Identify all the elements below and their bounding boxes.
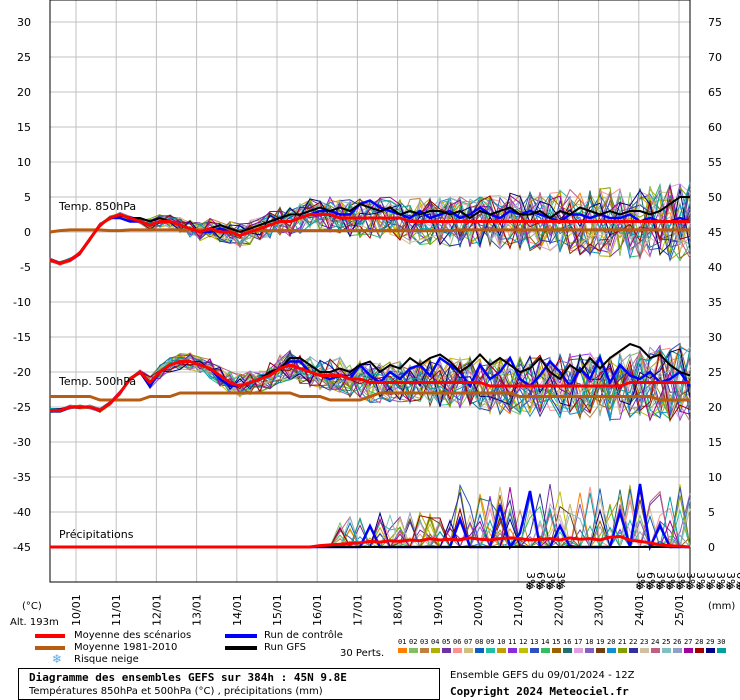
- snow-risk-label: 3%: [554, 572, 567, 589]
- snow-risk-label: 3%: [634, 572, 647, 589]
- date-tick-label: 24/01: [633, 594, 646, 626]
- snow-risk-icon: ❄: [705, 580, 714, 593]
- snow-risk-icon: ❄: [675, 580, 684, 593]
- right-tick-label: 50: [708, 191, 722, 204]
- panel-label: Temp. 850hPa: [58, 200, 136, 213]
- date-tick-label: 20/01: [472, 594, 485, 626]
- snow-risk-icon: ❄: [555, 580, 564, 593]
- snow-risk-label: 3%: [674, 572, 687, 589]
- snow-risk-icon: ❄: [635, 580, 644, 593]
- snow-risk-icon: ❄: [715, 580, 724, 593]
- date-tick-label: 11/01: [110, 594, 123, 626]
- right-tick-label: 0: [708, 541, 715, 554]
- right-tick-label: 30: [708, 331, 722, 344]
- perturbation-line: [49, 186, 691, 263]
- snow-risk-label: 3%: [544, 572, 557, 589]
- panel-label: Précipitations: [59, 528, 134, 541]
- date-tick-label: 14/01: [231, 594, 244, 626]
- right-tick-label: 5: [708, 506, 715, 519]
- snow-risk-label: 3%: [714, 572, 727, 589]
- left-tick-label: 30: [17, 16, 31, 29]
- snow-risk-label: 3%: [684, 572, 697, 589]
- snow-risk-icon: ❄: [725, 580, 734, 593]
- snow-risk-label: 3%: [664, 572, 677, 589]
- right-tick-label: 55: [708, 156, 722, 169]
- right-tick-label: 75: [708, 16, 722, 29]
- date-tick-label: 22/01: [552, 594, 565, 626]
- mean-line: [49, 212, 690, 266]
- right-tick-label: 45: [708, 226, 722, 239]
- snow-risk-icon: ❄: [645, 580, 654, 593]
- date-tick-label: 18/01: [392, 594, 405, 626]
- left-tick-label: 5: [24, 191, 31, 204]
- right-tick-label: 35: [708, 296, 722, 309]
- snow-risk-icon: ❄: [655, 580, 664, 593]
- left-tick-label: -45: [13, 541, 31, 554]
- left-tick-label: -25: [13, 401, 31, 414]
- date-tick-label: 12/01: [150, 594, 163, 626]
- right-tick-label: 70: [708, 51, 722, 64]
- left-tick-label: 0: [24, 226, 31, 239]
- date-tick-label: 17/01: [351, 594, 364, 626]
- snow-risk-icon: ❄: [685, 580, 694, 593]
- left-tick-label: -30: [13, 436, 31, 449]
- plot-frame: [49, 0, 691, 583]
- right-tick-label: 20: [708, 401, 722, 414]
- left-tick-label: -35: [13, 471, 31, 484]
- snow-risk-icon: ❄: [535, 580, 544, 593]
- date-tick-label: 19/01: [432, 594, 445, 626]
- chart-grid: [49, 0, 691, 583]
- normal-line: [50, 391, 690, 402]
- date-tick-label: 13/01: [191, 594, 204, 626]
- snow-risk-label: 6%: [534, 572, 547, 589]
- date-tick-label: 25/01: [673, 594, 686, 626]
- left-tick-label: -15: [13, 331, 31, 344]
- right-tick-label: 25: [708, 366, 722, 379]
- left-tick-label: 20: [17, 86, 31, 99]
- perturbation-line: [49, 350, 691, 420]
- snow-risk-label: 3%: [704, 572, 717, 589]
- mean-line: [50, 360, 690, 413]
- right-tick-label: 65: [708, 86, 722, 99]
- left-tick-label: 10: [17, 156, 31, 169]
- snow-risk-icon: ❄: [545, 580, 554, 593]
- mean-line: [50, 534, 691, 549]
- snow-risk-icon: ❄: [525, 580, 534, 593]
- right-tick-label: 15: [708, 436, 722, 449]
- date-tick-label: 15/01: [271, 594, 284, 626]
- snow-risk-icon: ❄: [735, 580, 740, 593]
- snow-risk-label: 3%: [654, 572, 667, 589]
- right-tick-label: 60: [708, 121, 722, 134]
- snow-risk-label: 6%: [734, 572, 740, 589]
- right-tick-label: 10: [708, 471, 722, 484]
- left-tick-label: -40: [13, 506, 31, 519]
- left-tick-label: 25: [17, 51, 31, 64]
- date-tick-label: 16/01: [311, 594, 324, 626]
- left-tick-label: -5: [20, 261, 31, 274]
- snow-risk-icon: ❄: [665, 580, 674, 593]
- snow-risk-label: 3%: [694, 572, 707, 589]
- snow-risk-label: 3%: [724, 572, 737, 589]
- snow-risk-icon: ❄: [695, 580, 704, 593]
- chart-series: [49, 182, 692, 552]
- left-tick-label: 15: [17, 121, 31, 134]
- left-tick-label: -10: [13, 296, 31, 309]
- right-tick-label: 40: [708, 261, 722, 274]
- snow-risk-label: 6%: [644, 572, 657, 589]
- left-tick-label: -20: [13, 366, 31, 379]
- panel-label: Temp. 500hPa: [58, 375, 136, 388]
- date-tick-label: 23/01: [593, 594, 606, 626]
- date-tick-label: 21/01: [512, 594, 525, 626]
- perturbation-line: [49, 350, 691, 422]
- gfs-run-line: [49, 196, 690, 265]
- snow-risk-label: 3%: [524, 572, 537, 589]
- date-tick-label: 10/01: [70, 594, 83, 626]
- normal-line: [49, 228, 690, 234]
